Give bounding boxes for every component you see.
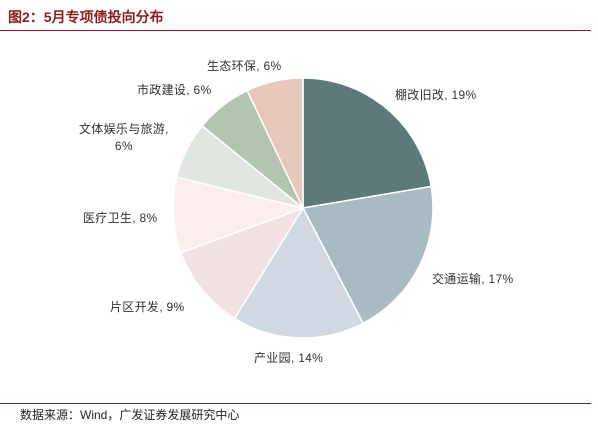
data-label-category: 医疗卫生 bbox=[83, 211, 133, 225]
data-label-category: 产业园 bbox=[254, 351, 291, 365]
data-label-unit: % bbox=[502, 272, 514, 286]
data-label-value: 14 bbox=[298, 351, 313, 365]
data-label-value: 6 bbox=[114, 139, 122, 153]
title-divider bbox=[0, 30, 591, 31]
data-label-1: 棚改旧改, 19% bbox=[395, 88, 477, 102]
data-label-unit: % bbox=[200, 83, 212, 97]
data-label-category: 棚改旧改 bbox=[395, 88, 445, 102]
pie-slice-8 bbox=[246, 77, 304, 209]
data-label-3: 产业园, 14% bbox=[254, 351, 324, 365]
data-label-4: 片区开发, 9% bbox=[110, 300, 185, 314]
data-label-value: 9 bbox=[166, 300, 174, 314]
data-label-2: 交通运输, 17% bbox=[432, 272, 514, 286]
data-label-category: 文体娱乐与旅游 bbox=[79, 122, 166, 136]
data-label-unit: % bbox=[270, 59, 282, 73]
pie-slice-5 bbox=[172, 176, 304, 254]
data-label-category: 生态环保 bbox=[207, 59, 257, 73]
pie-slice-4 bbox=[180, 207, 304, 320]
pie-slice-1 bbox=[302, 77, 432, 209]
data-label-unit: % bbox=[173, 300, 185, 314]
data-label-value: 19 bbox=[451, 88, 466, 102]
data-label-5: 医疗卫生, 8% bbox=[83, 211, 158, 225]
data-label-value: 8 bbox=[139, 211, 147, 225]
data-label-category: 片区开发 bbox=[110, 300, 160, 314]
data-label-category: 交通运输 bbox=[432, 272, 482, 286]
source-note: 数据来源：Wind，广发证券发展研究中心 bbox=[20, 408, 240, 422]
pie-slice-2 bbox=[302, 185, 434, 325]
footer-divider bbox=[0, 403, 591, 404]
data-label-value: 17 bbox=[488, 272, 503, 286]
data-label-unit: % bbox=[312, 351, 324, 365]
data-label-value: 6 bbox=[193, 83, 201, 97]
data-label-8: 生态环保, 6% bbox=[207, 59, 282, 73]
data-label-value: 6 bbox=[263, 59, 271, 73]
data-label-unit: % bbox=[146, 211, 158, 225]
data-label-category: 市政建设 bbox=[137, 83, 187, 97]
data-label-unit: % bbox=[465, 88, 477, 102]
pie-slice-3 bbox=[233, 207, 364, 339]
data-label-unit: % bbox=[121, 139, 133, 153]
data-label-7: 市政建设, 6% bbox=[137, 83, 212, 97]
data-label-6: 文体娱乐与旅游, 6% bbox=[79, 122, 169, 153]
chart-title: 图2：5月专项债投向分布 bbox=[8, 9, 164, 25]
